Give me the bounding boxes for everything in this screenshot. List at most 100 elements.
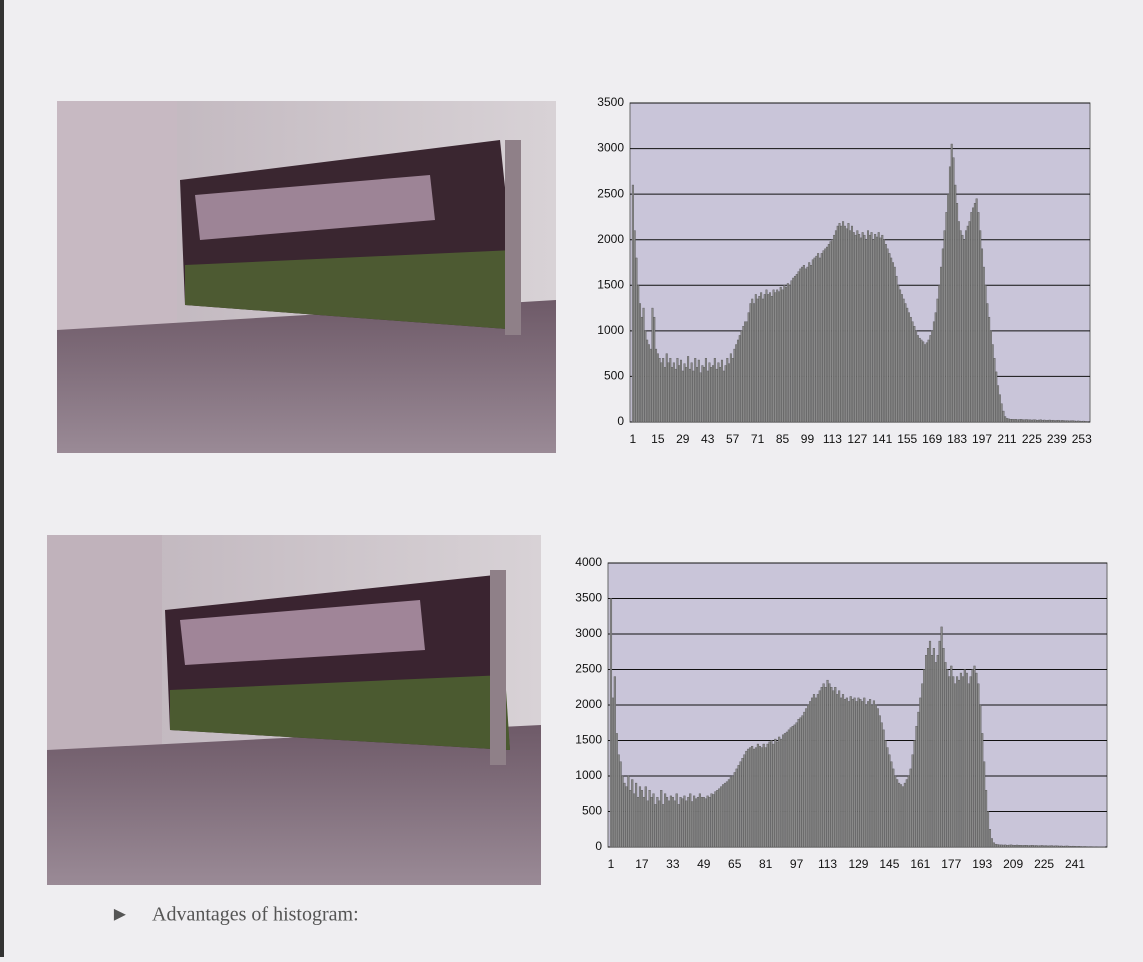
bar xyxy=(622,776,624,847)
bar xyxy=(631,780,633,847)
bar xyxy=(999,395,1001,422)
bar xyxy=(844,226,846,422)
x-tick-label: 141 xyxy=(872,432,892,446)
x-tick-label: 99 xyxy=(801,432,815,446)
bar xyxy=(819,258,821,422)
bar xyxy=(716,369,718,422)
bar xyxy=(682,371,684,422)
bar xyxy=(773,290,775,422)
bar xyxy=(678,804,680,847)
bar xyxy=(765,748,767,847)
photo-equalized xyxy=(47,535,541,885)
bar xyxy=(744,322,746,422)
bar xyxy=(719,367,721,422)
bar xyxy=(750,304,752,422)
bar xyxy=(833,235,835,422)
bar xyxy=(637,285,639,422)
bar xyxy=(1049,846,1051,847)
bar xyxy=(1026,845,1028,847)
bar xyxy=(917,335,919,422)
bar xyxy=(792,726,794,847)
bar xyxy=(985,285,987,422)
bar xyxy=(918,712,920,847)
bar xyxy=(707,796,709,847)
bar xyxy=(905,304,907,422)
bar xyxy=(1006,845,1008,847)
bar xyxy=(937,655,939,847)
bar xyxy=(659,358,661,422)
bar xyxy=(929,641,931,847)
bar xyxy=(871,705,873,847)
y-tick-label: 2000 xyxy=(597,232,624,246)
y-tick-label: 3500 xyxy=(597,95,624,109)
x-tick-label: 127 xyxy=(847,432,867,446)
x-tick-label: 155 xyxy=(897,432,917,446)
bar xyxy=(670,796,672,847)
bar xyxy=(1017,420,1019,422)
bar xyxy=(904,783,906,847)
bar xyxy=(616,733,618,847)
bar xyxy=(987,304,989,422)
bar xyxy=(1084,846,1086,847)
bar xyxy=(821,253,823,422)
bar xyxy=(723,371,725,422)
bar xyxy=(707,371,709,422)
bar xyxy=(614,677,616,847)
bar xyxy=(830,242,832,422)
bar xyxy=(658,801,660,847)
x-tick-label: 97 xyxy=(790,857,804,871)
bar xyxy=(997,845,999,847)
bar xyxy=(1063,846,1065,847)
bar xyxy=(883,240,885,422)
bar xyxy=(947,194,949,422)
bar xyxy=(786,732,788,847)
bar xyxy=(1044,420,1046,422)
bar xyxy=(702,365,704,422)
bar xyxy=(999,845,1001,847)
bar xyxy=(1033,420,1035,422)
bar xyxy=(735,345,737,422)
bar xyxy=(873,701,875,847)
bar xyxy=(762,299,764,422)
bar xyxy=(687,356,689,422)
bar xyxy=(757,744,759,847)
bar xyxy=(857,231,859,422)
bar xyxy=(661,363,663,422)
footer-text: Advantages of histogram: xyxy=(152,904,359,926)
bar xyxy=(695,799,697,847)
bar xyxy=(1008,419,1010,422)
bar xyxy=(1047,846,1049,847)
bar xyxy=(897,285,899,422)
bar xyxy=(935,313,937,422)
bar xyxy=(1041,845,1043,847)
bar xyxy=(792,278,794,422)
bar xyxy=(720,787,722,847)
bar xyxy=(635,783,637,847)
bar xyxy=(636,258,638,422)
bar xyxy=(672,797,674,847)
y-tick-label: 1500 xyxy=(597,277,624,291)
bar xyxy=(1032,845,1034,847)
bar xyxy=(979,705,981,847)
bar xyxy=(689,369,691,422)
bar xyxy=(832,691,834,847)
bar xyxy=(1036,420,1038,422)
bar xyxy=(834,687,836,847)
bar xyxy=(923,670,925,848)
bar xyxy=(823,684,825,847)
bar xyxy=(1020,845,1022,847)
bar xyxy=(991,838,993,847)
bar xyxy=(1056,420,1058,422)
bar xyxy=(645,787,647,847)
bar xyxy=(641,317,643,422)
x-tick-label: 71 xyxy=(751,432,765,446)
bar xyxy=(1067,421,1069,422)
bar xyxy=(771,741,773,848)
bar xyxy=(839,223,841,422)
bar xyxy=(958,680,960,847)
x-tick-label: 211 xyxy=(997,432,1016,446)
bar xyxy=(873,240,875,422)
x-tick-label: 225 xyxy=(1034,857,1054,871)
x-tick-label: 1 xyxy=(630,432,637,446)
